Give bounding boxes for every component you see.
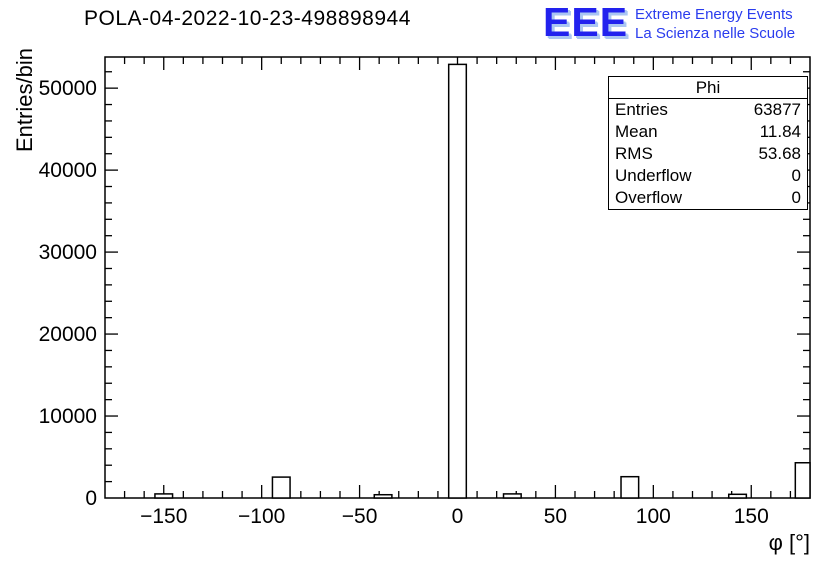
histogram-bar — [620, 475, 640, 499]
eee-logo-line2: La Scienza nelle Scuole — [635, 24, 796, 42]
y-tick-label: 50000 — [39, 77, 97, 100]
stats-value: 0 — [791, 188, 801, 207]
stats-label: Overflow — [615, 188, 683, 207]
histogram-bar — [373, 493, 393, 499]
stats-label: RMS — [615, 144, 653, 163]
plot-title: POLA-04-2022-10-23-498898944 — [84, 7, 411, 30]
stats-label: Entries — [615, 100, 668, 119]
y-axis-title: Entries/bin — [12, 48, 37, 152]
stats-value: 11.84 — [759, 122, 801, 141]
histogram-bar — [502, 493, 522, 499]
x-tick-label: −150 — [140, 505, 187, 528]
stats-box: Phi Entries 63877 Mean 11.84 RMS 53.68 U… — [608, 76, 808, 210]
y-tick-label: 20000 — [39, 323, 97, 346]
x-tick-label: 0 — [452, 505, 464, 528]
y-tick-label: 0 — [85, 487, 97, 510]
stats-label: Mean — [615, 122, 658, 141]
stats-value: 63877 — [753, 100, 801, 119]
stats-title: Phi — [609, 77, 807, 99]
x-tick-label: −100 — [238, 505, 285, 528]
stats-row-overflow: Overflow 0 — [609, 187, 807, 209]
x-axis-title: φ [°] — [768, 530, 810, 555]
histogram-bar — [271, 476, 291, 499]
stats-row-underflow: Underflow 0 — [609, 165, 807, 187]
x-tick-label: 150 — [734, 505, 769, 528]
eee-logo-line1: Extreme Energy Events — [635, 6, 793, 23]
stats-row-mean: Mean 11.84 — [609, 121, 807, 143]
stats-label: Underflow — [615, 166, 692, 185]
x-tick-label: 100 — [636, 505, 671, 528]
stats-row-entries: Entries 63877 — [609, 99, 807, 121]
histogram-bar — [447, 63, 468, 499]
histogram-bar — [727, 493, 748, 499]
y-tick-label: 40000 — [39, 159, 97, 182]
eee-logo: EEE Extreme Energy Events La Scienza nel… — [543, 0, 795, 45]
eee-logo-acronym: EEE — [543, 0, 629, 45]
y-tick-label: 30000 — [39, 241, 97, 264]
stats-value: 0 — [791, 166, 801, 185]
y-tick-label: 10000 — [39, 405, 97, 428]
histogram-bar — [794, 462, 811, 499]
stats-row-rms: RMS 53.68 — [609, 143, 807, 165]
x-tick-label: 50 — [544, 505, 567, 528]
histogram-bar — [154, 493, 174, 499]
stats-value: 53.68 — [758, 144, 801, 163]
x-tick-label: −50 — [342, 505, 378, 528]
eee-logo-text: Extreme Energy Events La Scienza nelle S… — [635, 3, 795, 44]
